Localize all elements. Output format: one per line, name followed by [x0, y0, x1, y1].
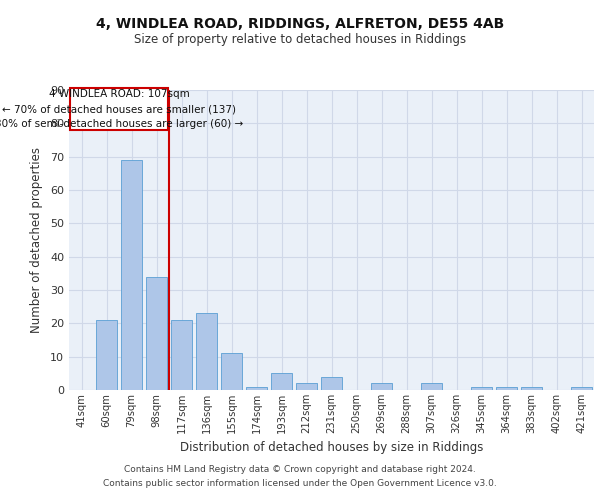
Bar	[271, 374, 292, 390]
Text: 4, WINDLEA ROAD, RIDDINGS, ALFRETON, DE55 4AB: 4, WINDLEA ROAD, RIDDINGS, ALFRETON, DE5…	[96, 18, 504, 32]
Bar	[521, 386, 542, 390]
Bar	[171, 320, 192, 390]
Bar	[496, 386, 517, 390]
Bar	[96, 320, 117, 390]
Bar	[121, 160, 142, 390]
Bar	[371, 384, 392, 390]
Text: Contains HM Land Registry data © Crown copyright and database right 2024.
Contai: Contains HM Land Registry data © Crown c…	[103, 466, 497, 487]
Bar	[221, 354, 242, 390]
Bar	[196, 314, 217, 390]
Bar	[321, 376, 342, 390]
X-axis label: Distribution of detached houses by size in Riddings: Distribution of detached houses by size …	[180, 442, 483, 454]
Bar	[421, 384, 442, 390]
Bar	[146, 276, 167, 390]
Bar	[296, 384, 317, 390]
Bar	[471, 386, 492, 390]
FancyBboxPatch shape	[70, 88, 168, 130]
Bar	[571, 386, 592, 390]
Text: Size of property relative to detached houses in Riddings: Size of property relative to detached ho…	[134, 32, 466, 46]
Text: 4 WINDLEA ROAD: 107sqm
← 70% of detached houses are smaller (137)
30% of semi-de: 4 WINDLEA ROAD: 107sqm ← 70% of detached…	[0, 90, 243, 129]
Y-axis label: Number of detached properties: Number of detached properties	[30, 147, 43, 333]
Bar	[246, 386, 267, 390]
